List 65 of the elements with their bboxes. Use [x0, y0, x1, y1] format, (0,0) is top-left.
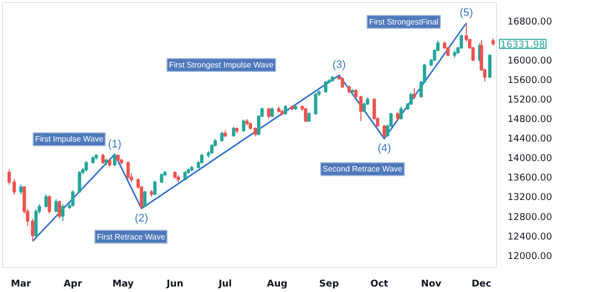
candlestick: [488, 54, 492, 79]
candlestick: [153, 180, 157, 196]
candlestick: [84, 160, 88, 172]
x-tick-label: Aug: [266, 278, 288, 290]
annotation: (2): [134, 212, 148, 224]
annotation: (3): [332, 59, 346, 72]
candlestick: [48, 194, 52, 214]
annotation: First Strongest Impulse Wave: [169, 60, 274, 70]
y-tick-label: 12800.00: [508, 212, 552, 223]
annotation: Second Retrace Wave: [322, 164, 403, 174]
candlestick: [19, 184, 23, 195]
x-tick-label: Dec: [472, 278, 492, 290]
candlestick: [183, 170, 187, 182]
candlestick: [78, 170, 82, 194]
y-tick-label: 13600.00: [508, 172, 552, 184]
y-tick-label: 14400.00: [508, 134, 552, 145]
candlestick: [307, 112, 311, 123]
candlestick: [304, 107, 308, 123]
candlestick: [126, 161, 130, 180]
candlestick: [399, 106, 403, 120]
y-tick-label: 12000.00: [508, 250, 552, 262]
x-tick-label: Jul: [218, 278, 232, 290]
x-tick-label: Nov: [421, 278, 442, 290]
candlestick: [220, 131, 224, 142]
annotation: (5): [460, 6, 474, 19]
candlestick: [101, 153, 105, 165]
candlestick: [270, 106, 274, 118]
candlestick: [267, 107, 270, 120]
candlestick: [160, 172, 164, 184]
text: 16331.98: [500, 39, 546, 50]
x-tick-label: Apr: [64, 278, 82, 290]
candlestick: [460, 34, 464, 50]
x-tick-label: Jun: [166, 278, 184, 290]
y-tick-label: 15600.00: [508, 75, 552, 86]
candlestick: [143, 190, 147, 208]
candlestick: [340, 77, 344, 88]
y-tick-label: 16800.00: [508, 16, 552, 28]
candlestick: [58, 200, 62, 220]
x-tick-label: Oct: [370, 278, 389, 290]
y-tick-label: 12400.00: [508, 231, 552, 242]
x-tick-label: Mar: [10, 278, 32, 290]
candlestick: [30, 218, 34, 242]
annotation: First Impulse Wave: [35, 134, 104, 144]
y-tick-label: 15200.00: [508, 94, 552, 106]
candlestick: [61, 204, 64, 222]
annotation: (1): [108, 138, 122, 150]
candlestick: [242, 119, 246, 132]
candlestick: [232, 126, 236, 138]
candlestick: [412, 88, 416, 100]
candlestick: [200, 153, 204, 164]
candlestick: [71, 190, 75, 207]
annotation: First Retrace Wave: [96, 232, 166, 242]
y-tick-label: 13200.00: [508, 192, 552, 204]
annotation: First StrongestFinal: [369, 17, 439, 26]
x-tick-label: Sep: [319, 278, 340, 290]
candlestick: [324, 80, 328, 94]
y-tick-label: 14800.00: [508, 114, 552, 126]
x-tick-label: May: [112, 278, 134, 290]
candlestick: [382, 124, 386, 140]
candlestick: [44, 194, 48, 208]
y-tick-label: 14000.00: [508, 153, 552, 164]
candlestick: [113, 154, 116, 166]
annotation: (4): [378, 142, 392, 155]
y-tick-label: 16000.00: [508, 56, 552, 67]
candlestick: [54, 198, 58, 213]
